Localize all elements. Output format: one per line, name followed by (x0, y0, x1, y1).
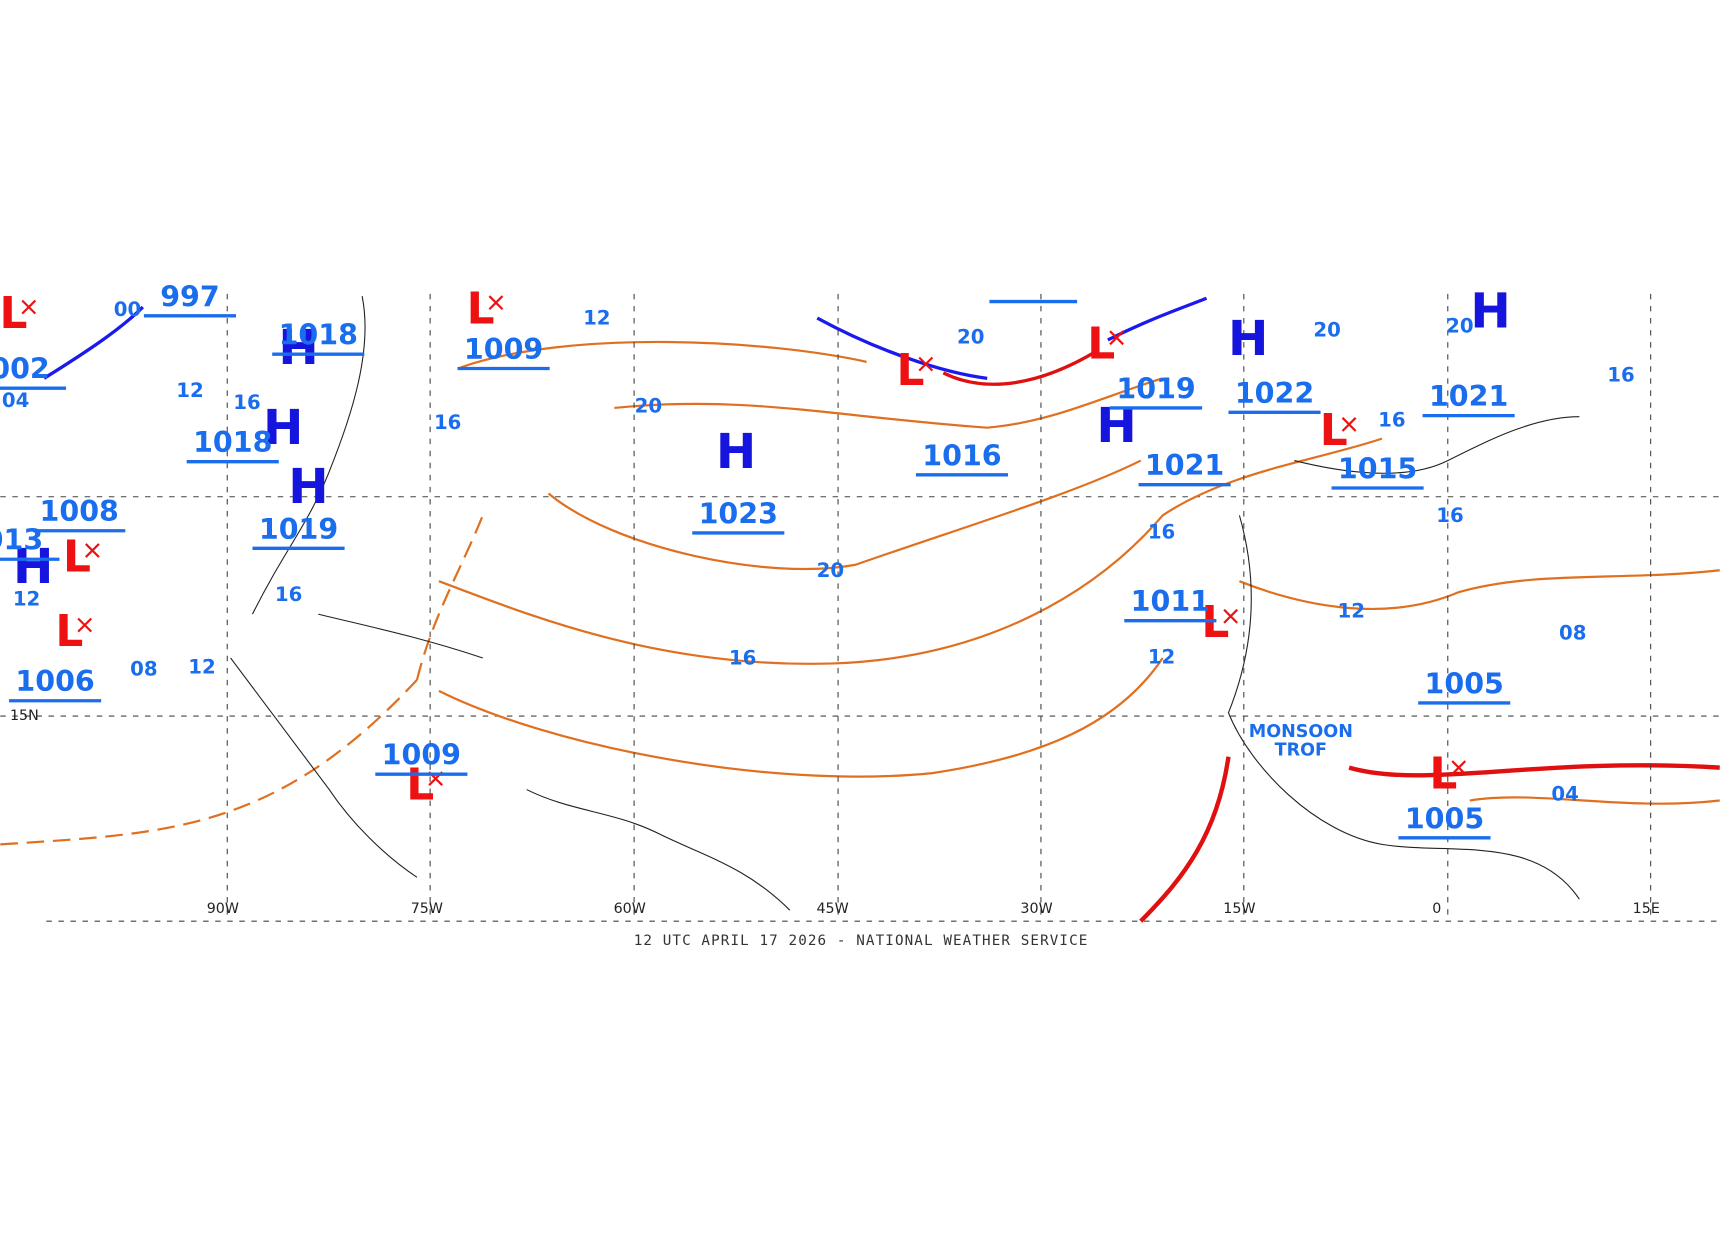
isobar-label: 12 (1338, 599, 1365, 622)
high-center: H (263, 400, 303, 456)
isobar-label: 20 (957, 325, 984, 348)
isobar (438, 437, 1383, 665)
coastline (1294, 416, 1580, 474)
pressure-label: 1008 (40, 495, 119, 528)
coastline (230, 657, 418, 878)
low-marker (488, 295, 504, 311)
isobar-label: 12 (1148, 645, 1175, 668)
high-center: H (1096, 398, 1136, 454)
high-center: H (716, 424, 756, 480)
longitude-label: 0 (1432, 901, 1441, 917)
pressure-label: 1016 (922, 439, 1001, 472)
pressure-label: 1015 (1338, 452, 1417, 485)
pressure-label: 013 (0, 524, 43, 557)
low-marker (21, 299, 37, 315)
isobar-label: 16 (1436, 504, 1463, 527)
pressure-label: 1019 (1116, 372, 1195, 405)
high-center: H (1228, 311, 1268, 367)
low-marker (1451, 760, 1467, 775)
monsoon-trough (1348, 763, 1720, 778)
pressure-label: 1019 (259, 513, 338, 546)
pressure-label: 1023 (699, 497, 778, 530)
pressure-label: 1005 (1405, 802, 1484, 835)
coastline (251, 295, 366, 615)
isobar-label: 12 (13, 587, 40, 610)
isobar-label: 08 (1559, 621, 1586, 644)
pressure-label: 1009 (464, 333, 543, 366)
isobar (460, 340, 867, 369)
isobar-label: 16 (275, 583, 302, 606)
annotation: MONSOON TROF (1249, 722, 1353, 761)
pressure-label: 002 (0, 353, 50, 386)
longitude-label: 30W (1020, 901, 1052, 917)
trough-zone (1139, 756, 1231, 923)
isobar-label: 16 (729, 647, 756, 670)
pressure-label: 1006 (15, 665, 94, 698)
longitude-label: 45W (816, 901, 848, 917)
trough (0, 679, 418, 846)
low-marker (77, 617, 93, 633)
coastline (526, 789, 791, 911)
longitude-label: 90W (207, 901, 239, 917)
isobar-label: 16 (1607, 364, 1634, 387)
high-center: H (278, 320, 318, 376)
warm-front (942, 349, 1098, 386)
low-marker (85, 543, 100, 558)
pressure-label: 1022 (1235, 377, 1314, 410)
isobar (438, 657, 1164, 778)
high-center: H (1470, 284, 1510, 340)
isobar-label: 20 (817, 559, 844, 582)
low-marker (1341, 417, 1357, 432)
isobar-label: 12 (188, 655, 215, 678)
low-marker (1223, 608, 1239, 624)
isobar-label: 20 (1446, 314, 1473, 337)
isobar-label: 20 (1313, 319, 1340, 342)
longitude-label: 60W (614, 901, 646, 917)
isobar (1239, 569, 1720, 611)
pressure-label: 1011 (1131, 585, 1210, 618)
longitude-label: 15W (1223, 901, 1255, 917)
cold-front (816, 316, 988, 380)
isobar-label: 16 (233, 391, 260, 414)
coastline (1227, 515, 1580, 900)
isobar-label: 16 (1378, 409, 1405, 432)
pressure-label: 997 (160, 280, 220, 313)
pressure-label: 1018 (193, 426, 272, 459)
pressure-label: 1005 (1425, 667, 1504, 700)
labels: 12 UTC APRIL 17 2026 - NATIONAL WEATHER … (0, 280, 1660, 949)
isobar-label: 00 (114, 298, 141, 321)
isobar-label: 20 (635, 394, 662, 417)
map-layout (0, 295, 1720, 923)
trough (415, 514, 484, 681)
isobar-label: 08 (130, 658, 157, 681)
isobar-label: 16 (434, 411, 461, 434)
longitude-label: 15E (1633, 901, 1660, 917)
isobar-label: 04 (2, 389, 29, 412)
cold-front (1107, 296, 1208, 342)
caption: 12 UTC APRIL 17 2026 - NATIONAL WEATHER … (634, 933, 1089, 949)
pressure-label: 1021 (1429, 380, 1508, 413)
latitude-label: 15N (10, 708, 39, 724)
isobar-label: 04 (1551, 783, 1578, 806)
coastline (318, 613, 483, 659)
isobar (614, 377, 1163, 429)
isobar-label: 16 (1148, 520, 1175, 543)
isobar (547, 459, 1142, 571)
pressure-label: 1018 (279, 319, 358, 352)
high-center: H (288, 459, 328, 515)
cold-front (43, 305, 144, 380)
high-center: H (13, 539, 53, 595)
longitude-label: 75W (411, 901, 443, 917)
isobar (1469, 796, 1720, 805)
low-marker (1109, 330, 1124, 346)
pressure-label: 1021 (1145, 449, 1224, 482)
pressure-label: 1009 (382, 739, 461, 772)
low-marker (918, 356, 934, 372)
isobar-label: 12 (583, 307, 610, 330)
isobar-label: 12 (176, 379, 203, 402)
